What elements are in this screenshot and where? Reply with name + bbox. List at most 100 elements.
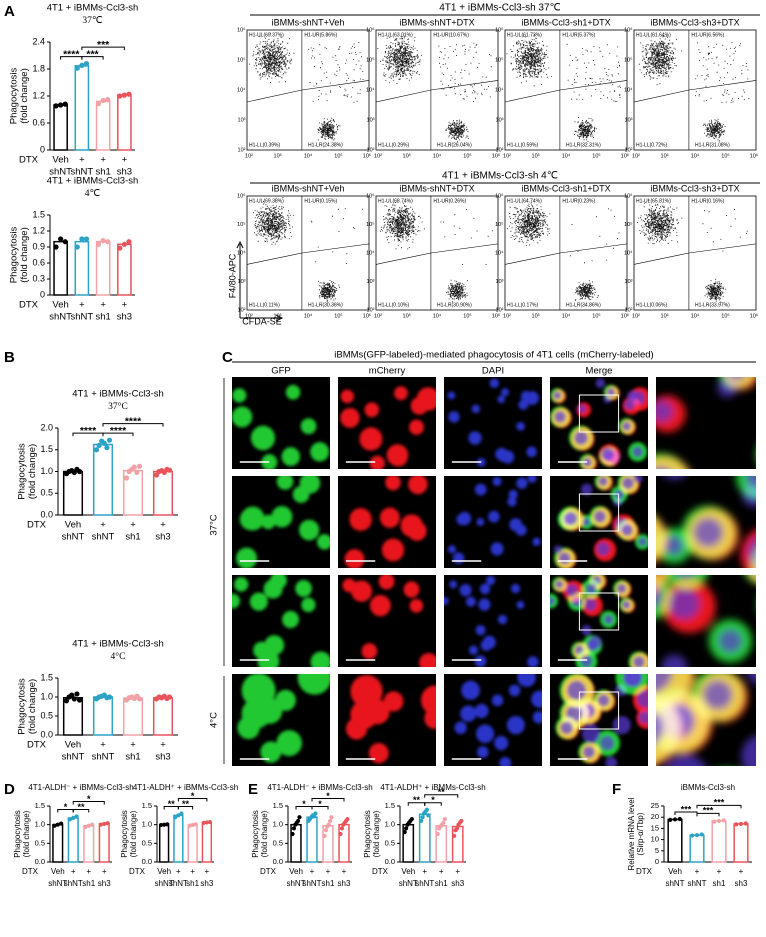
gfp-cell — [257, 650, 280, 667]
x-tick-label: 10⁴ — [691, 312, 700, 319]
dapi-nucleus — [516, 600, 525, 609]
dapi-nucleus — [741, 735, 756, 766]
dapi-nucleus — [497, 614, 508, 625]
dapi-nucleus — [663, 535, 684, 556]
x-tick-label: 10³ — [274, 153, 282, 159]
data-point — [117, 245, 123, 251]
y-tick-label: 10⁴ — [495, 86, 504, 93]
y-tick-label: 10⁵ — [237, 56, 245, 63]
gfp-cell — [241, 674, 276, 708]
y-tick-label: 10⁵ — [624, 221, 632, 228]
x-tick-label: shNT — [62, 532, 85, 543]
zoom-box — [578, 691, 620, 730]
treatment-label: + — [326, 867, 331, 876]
dapi-nucleus — [565, 583, 578, 597]
treatment-label: + — [205, 867, 210, 876]
micro-bg — [444, 377, 542, 469]
dapi-nucleus — [468, 645, 479, 655]
y-tick-label: 0.5 — [40, 710, 53, 720]
gate-curve — [246, 243, 370, 265]
y-tick-label: 10³ — [238, 117, 246, 123]
data-point — [59, 821, 64, 826]
dapi-nucleus — [622, 477, 634, 489]
dapi-nucleus — [637, 690, 648, 708]
treatment-label: Veh — [157, 867, 171, 876]
significance-label: * — [326, 791, 330, 801]
data-point — [420, 815, 425, 820]
bar — [711, 820, 727, 863]
dapi-nucleus — [479, 583, 491, 595]
dapi-nucleus — [461, 680, 480, 700]
bar — [92, 696, 114, 736]
micro-bg — [444, 674, 542, 766]
significance-label: ** — [438, 787, 446, 797]
y-tick-label: 1.0 — [142, 820, 152, 829]
data-point — [435, 831, 440, 837]
quadrant-label: H1-LL(0.10%) — [378, 302, 409, 308]
significance-label: * — [191, 791, 195, 801]
row-label: DTX — [19, 300, 39, 311]
micrograph — [338, 575, 436, 667]
data-point — [131, 464, 137, 470]
micrograph — [550, 377, 648, 469]
data-point — [672, 817, 678, 822]
data-point — [71, 696, 77, 702]
gfp-cell — [237, 716, 260, 740]
dapi-nucleus — [491, 694, 504, 707]
quadrant-label: H1-UR(0.26%) — [433, 198, 466, 204]
bar — [152, 470, 174, 516]
cells — [454, 674, 542, 766]
gfp-cell — [756, 435, 766, 475]
y-tick-label: 10⁵ — [624, 56, 632, 63]
quadrant-label: H1-LL(0.59%) — [507, 142, 538, 148]
data-point — [76, 697, 83, 703]
dapi-nucleus — [582, 518, 591, 526]
data-point — [93, 447, 100, 453]
dapi-nucleus — [531, 690, 542, 708]
dapi-nucleus — [607, 388, 616, 397]
dapi-nucleus — [622, 600, 631, 609]
treatment-label: + — [130, 520, 136, 531]
dapi-nucleus — [632, 446, 643, 458]
dapi-nucleus — [745, 476, 756, 489]
dapi-nucleus — [526, 446, 537, 458]
data-point — [459, 818, 464, 824]
x-tick-label: 10² — [245, 313, 253, 319]
y-axis-label: (fold change) — [19, 227, 30, 282]
data-point — [106, 694, 113, 700]
y-tick-label: 10² — [238, 147, 246, 153]
y-tick-label: 0.5 — [142, 838, 152, 847]
x-tick-label: sh3 — [735, 879, 748, 888]
bar — [201, 821, 213, 863]
bar — [95, 100, 111, 151]
x-tick-label: 10⁵ — [592, 312, 600, 319]
y-tick-label: 10⁴ — [366, 86, 375, 93]
cells — [344, 476, 428, 568]
dapi-nucleus — [638, 711, 648, 724]
data-point — [126, 239, 132, 245]
data-point — [404, 826, 409, 831]
data-point — [297, 815, 302, 820]
chart-title: 4T1 + iBMMs-Ccl3-sh — [72, 389, 164, 400]
treatment-label: + — [122, 300, 128, 311]
flow-plot-frame — [504, 195, 628, 311]
x-tick-label: sh3 — [338, 879, 351, 888]
x-tick-label: 10⁶ — [363, 312, 371, 319]
dapi-nucleus — [585, 583, 597, 595]
cells — [550, 575, 648, 667]
y-tick-label: 10⁵ — [366, 56, 374, 63]
flow-plot-title: iBMMs-Ccl3-sh3+DTX — [650, 183, 739, 193]
data-point — [158, 822, 164, 828]
x-tick-label: 10⁵ — [334, 312, 342, 319]
mcherry-cell — [361, 643, 378, 660]
dapi-nucleus — [612, 715, 631, 735]
x-tick-label: 10⁴ — [562, 152, 571, 159]
gate-curve — [504, 243, 628, 265]
chart-subtitle: 4°C — [111, 651, 126, 662]
dapi-nucleus — [527, 656, 539, 667]
dapi-nucleus — [622, 421, 631, 431]
flow-plot-title: iBMMs-shNT+Veh — [272, 183, 345, 193]
y-axis-label: (fold change) — [260, 810, 269, 857]
dapi-nucleus — [583, 746, 595, 758]
data-point — [83, 824, 88, 830]
